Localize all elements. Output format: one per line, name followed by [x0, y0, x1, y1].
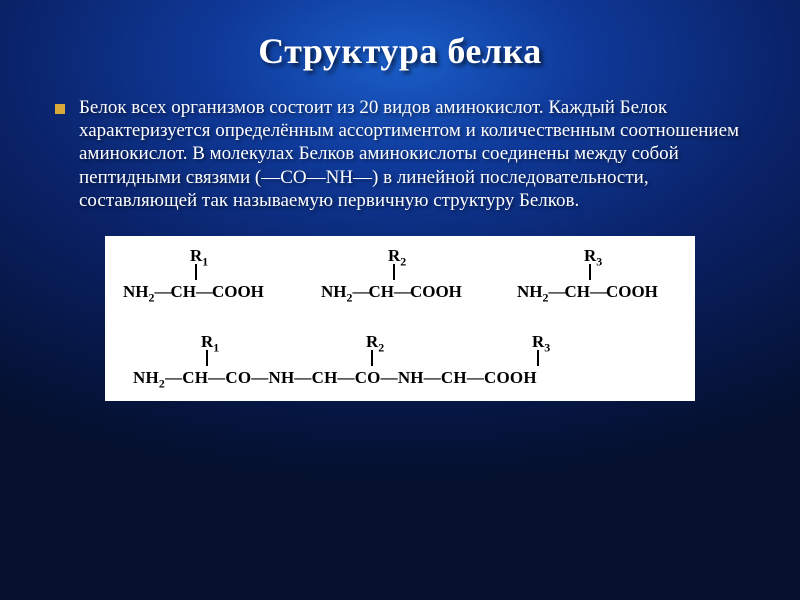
amino-acid: NH2—CH—COOH	[517, 282, 658, 302]
peptide-chain: NH2—CH—CO—NH—CH—CO—NH—CH—COOH	[133, 368, 537, 388]
r-group-label: R2	[388, 246, 406, 266]
r-group-label: R1	[201, 332, 219, 352]
bond-vertical	[393, 264, 395, 280]
r-group-label: R2	[366, 332, 384, 352]
r-group-label: R3	[584, 246, 602, 266]
slide: Структура белка Белок всех организмов со…	[0, 0, 800, 600]
bond-vertical	[589, 264, 591, 280]
bullet-icon	[55, 104, 65, 114]
r-group-label: R3	[532, 332, 550, 352]
amino-acid: NH2—CH—COOH	[123, 282, 264, 302]
chemistry-diagram: R1NH2—CH—COOHR2NH2—CH—COOHR3NH2—CH—COOH …	[105, 236, 695, 401]
bond-vertical	[371, 350, 373, 366]
body-row: Белок всех организмов состоит из 20 видо…	[55, 96, 745, 212]
bond-vertical	[195, 264, 197, 280]
amino-acid: NH2—CH—COOH	[321, 282, 462, 302]
r-group-label: R1	[190, 246, 208, 266]
slide-title: Структура белка	[55, 30, 745, 72]
bond-vertical	[206, 350, 208, 366]
bond-vertical	[537, 350, 539, 366]
body-text: Белок всех организмов состоит из 20 видо…	[79, 96, 745, 212]
